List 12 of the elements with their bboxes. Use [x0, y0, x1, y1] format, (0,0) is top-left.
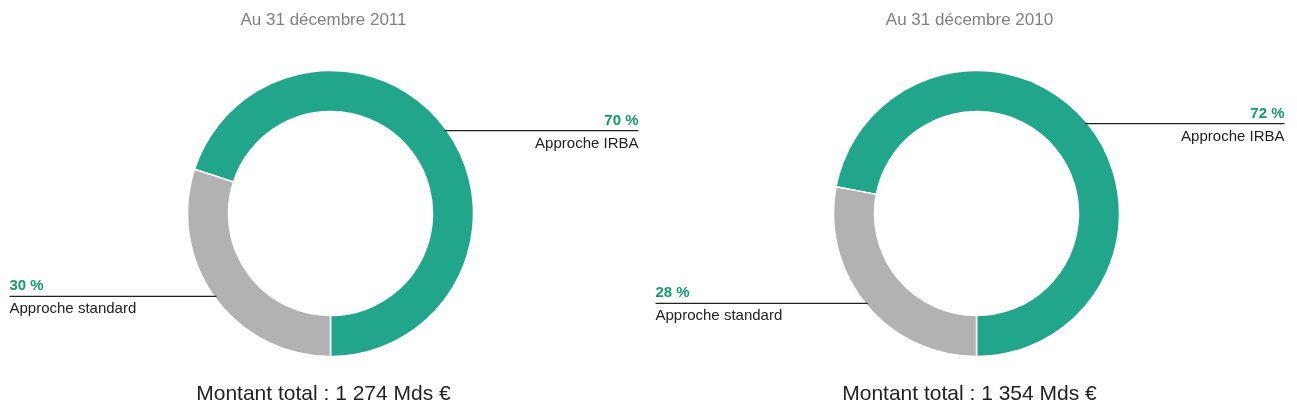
data-label: 28 %: [655, 283, 690, 301]
slice-label: Approche IRBA: [1181, 126, 1285, 144]
data-label: 72 %: [1250, 103, 1285, 121]
text: Montant total : 1 274 Mds €: [196, 380, 452, 404]
chart-title: Au 31 décembre 2010: [885, 9, 1054, 29]
slice-label: Approche standard: [655, 306, 783, 324]
data-label: 70 %: [604, 110, 639, 128]
chart-title: Au 31 décembre 2011: [240, 9, 407, 29]
slice-label: Approche IRBA: [535, 133, 639, 151]
data-label: 30 %: [9, 276, 44, 294]
text: Montant total : 1 354 Mds €: [842, 380, 1098, 404]
slice-label: Approche standard: [9, 299, 137, 317]
